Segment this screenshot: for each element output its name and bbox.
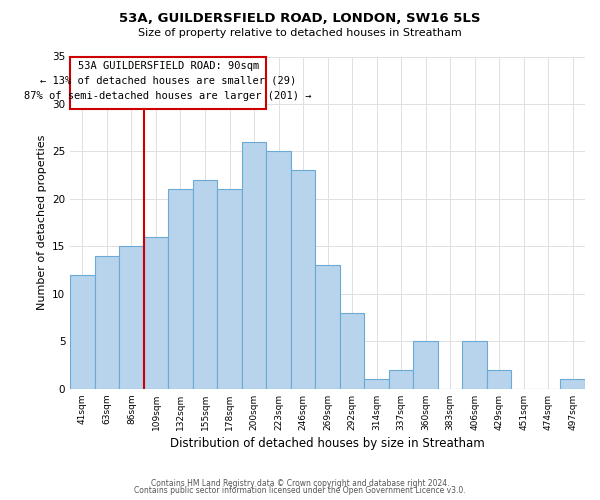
- Bar: [340, 313, 364, 389]
- Bar: [193, 180, 217, 389]
- Y-axis label: Number of detached properties: Number of detached properties: [37, 135, 47, 310]
- Text: ← 13% of detached houses are smaller (29): ← 13% of detached houses are smaller (29…: [40, 76, 296, 86]
- Bar: [168, 190, 193, 389]
- Text: 87% of semi-detached houses are larger (201) →: 87% of semi-detached houses are larger (…: [25, 90, 312, 101]
- Text: Contains public sector information licensed under the Open Government Licence v3: Contains public sector information licen…: [134, 486, 466, 495]
- Bar: [413, 342, 438, 389]
- Bar: [364, 380, 389, 389]
- FancyBboxPatch shape: [70, 56, 266, 108]
- X-axis label: Distribution of detached houses by size in Streatham: Distribution of detached houses by size …: [170, 437, 485, 450]
- Text: Size of property relative to detached houses in Streatham: Size of property relative to detached ho…: [138, 28, 462, 38]
- Bar: [144, 237, 168, 389]
- Bar: [560, 380, 585, 389]
- Text: 53A GUILDERSFIELD ROAD: 90sqm: 53A GUILDERSFIELD ROAD: 90sqm: [77, 61, 259, 71]
- Bar: [119, 246, 144, 389]
- Text: 53A, GUILDERSFIELD ROAD, LONDON, SW16 5LS: 53A, GUILDERSFIELD ROAD, LONDON, SW16 5L…: [119, 12, 481, 26]
- Bar: [316, 266, 340, 389]
- Bar: [266, 152, 291, 389]
- Bar: [389, 370, 413, 389]
- Bar: [291, 170, 316, 389]
- Bar: [95, 256, 119, 389]
- Text: Contains HM Land Registry data © Crown copyright and database right 2024.: Contains HM Land Registry data © Crown c…: [151, 478, 449, 488]
- Bar: [70, 275, 95, 389]
- Bar: [487, 370, 511, 389]
- Bar: [242, 142, 266, 389]
- Bar: [463, 342, 487, 389]
- Bar: [217, 190, 242, 389]
